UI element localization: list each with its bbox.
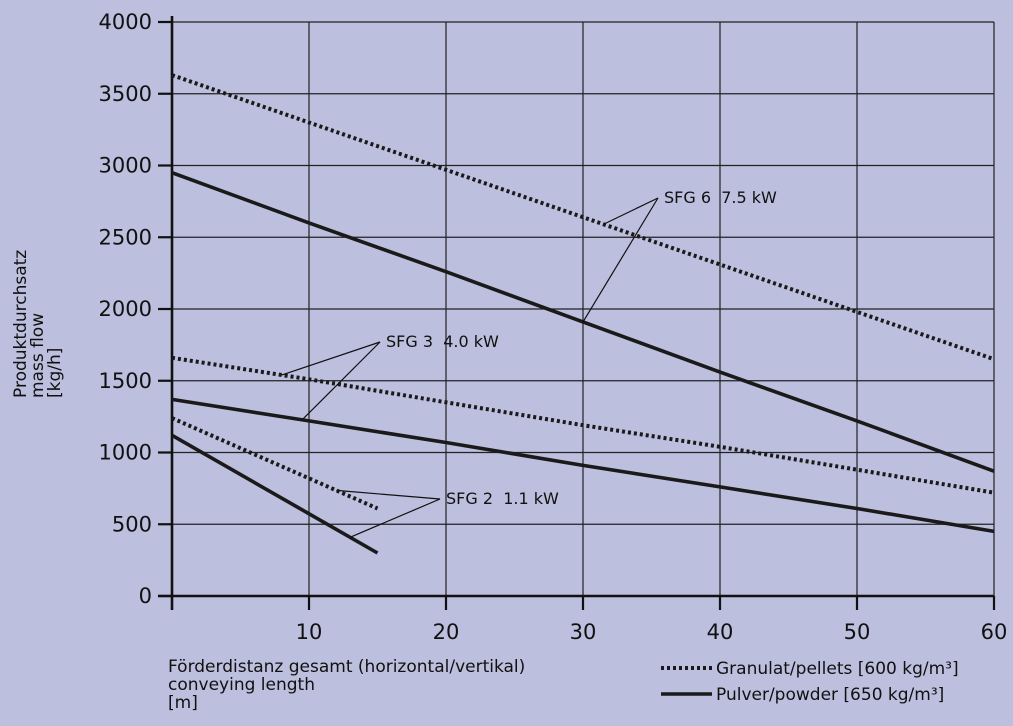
annotation-leader bbox=[603, 197, 659, 225]
y-axis-title-line: Produktdurchsatz bbox=[11, 250, 31, 398]
x-axis-title-line: [m] bbox=[168, 693, 198, 713]
legend-label: Pulver/powder [650 kg/m³] bbox=[716, 685, 944, 705]
y-axis-title-line: mass flow bbox=[28, 313, 48, 398]
axes: 0 500 1000 1500 2000 2500 3000 3500 4000 10 20 30 40… bbox=[99, 10, 1008, 644]
x-axis-title-line: Förderdistanz gesamt (horizontal/vertika… bbox=[168, 657, 525, 677]
grid bbox=[172, 21, 995, 596]
y-tick-label: 4000 bbox=[99, 10, 152, 34]
legend-label: Granulat/pellets [600 kg/m³] bbox=[716, 659, 959, 679]
annotation-leader bbox=[336, 489, 441, 500]
annotation-label: SFG 3 4.0 kW bbox=[386, 332, 499, 351]
y-tick-label: 0 bbox=[139, 584, 152, 608]
series-line-4 bbox=[171, 416, 379, 511]
annotation-leader bbox=[281, 341, 381, 376]
x-tick-label: 30 bbox=[570, 620, 597, 644]
y-tick-label: 3500 bbox=[99, 82, 152, 106]
annotations: SFG 6 7.5 kW SFG 3 4.0 kW SFG 2 1.1 kW bbox=[281, 188, 777, 538]
annotation-leader bbox=[349, 498, 441, 538]
x-axis-title-line: conveying length bbox=[168, 675, 315, 695]
legend: Granulat/pellets [600 kg/m³] Pulver/powde… bbox=[661, 659, 959, 705]
series-line-5 bbox=[171, 433, 379, 555]
x-tick-label: 50 bbox=[844, 620, 871, 644]
x-tick-label: 60 bbox=[981, 620, 1008, 644]
x-axis-title: Förderdistanz gesamt (horizontal/vertika… bbox=[168, 657, 525, 713]
labels: Produktdurchsatzmass flow[kg/h] Förderdis… bbox=[11, 250, 525, 713]
x-tick-label: 40 bbox=[707, 620, 734, 644]
annotation-leader bbox=[301, 341, 381, 421]
annotation-label: SFG 2 1.1 kW bbox=[446, 489, 559, 508]
y-tick-label: 500 bbox=[112, 512, 152, 536]
series-line-0 bbox=[171, 73, 995, 362]
y-tick-label: 1000 bbox=[99, 441, 152, 465]
y-axis-title: Produktdurchsatzmass flow[kg/h] bbox=[11, 250, 65, 398]
y-tick-label: 2500 bbox=[99, 225, 152, 249]
y-tick-label: 1500 bbox=[99, 369, 152, 393]
y-axis-title-line: [kg/h] bbox=[45, 348, 65, 398]
annotation-leader bbox=[582, 197, 659, 323]
series-line-3 bbox=[171, 397, 995, 534]
y-tick-label: 2000 bbox=[99, 297, 152, 321]
x-tick-label: 20 bbox=[433, 620, 460, 644]
y-tick-label: 3000 bbox=[99, 154, 152, 178]
annotation-label: SFG 6 7.5 kW bbox=[664, 188, 777, 207]
series-line-2 bbox=[171, 355, 995, 495]
x-tick-label: 10 bbox=[296, 620, 323, 644]
